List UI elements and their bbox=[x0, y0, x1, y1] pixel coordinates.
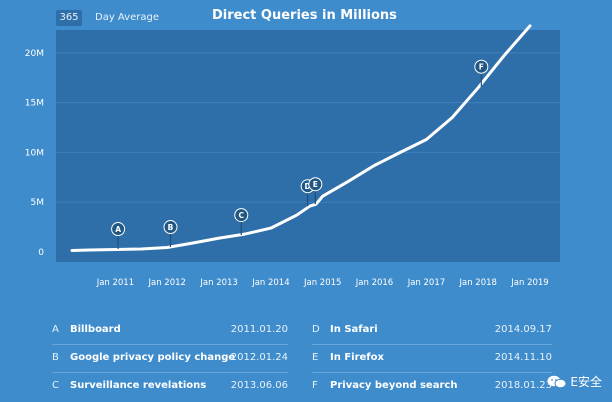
legend-row-b: B Google privacy policy change 2012.01.24 bbox=[52, 346, 288, 373]
range-button[interactable]: 365 bbox=[56, 10, 82, 26]
legend-date: 2013.06.06 bbox=[230, 380, 288, 391]
annotation-letter: D bbox=[305, 182, 311, 191]
x-tick-label: Jan 2018 bbox=[458, 278, 496, 288]
x-tick-label: Jan 2012 bbox=[147, 278, 185, 288]
annotation-marker-a[interactable] bbox=[111, 222, 126, 237]
legend-letter: E bbox=[312, 352, 319, 363]
chart-header: 365 Day Average Direct Queries in Millio… bbox=[0, 0, 612, 34]
legend-letter: D bbox=[312, 324, 320, 335]
annotation-marker-b[interactable] bbox=[163, 220, 178, 235]
legend-letter: A bbox=[52, 324, 59, 335]
watermark-text: E安全 bbox=[570, 375, 602, 389]
x-tick-label: Jan 2017 bbox=[407, 278, 445, 288]
legend-label: Privacy beyond search bbox=[330, 380, 458, 391]
annotation-letter: C bbox=[239, 211, 245, 220]
legend-row-f: F Privacy beyond search 2018.01.23 bbox=[312, 374, 552, 400]
annotation-letter: E bbox=[313, 180, 318, 189]
legend-label: In Safari bbox=[330, 324, 378, 335]
legend-date: 2012.01.24 bbox=[230, 352, 288, 363]
annotation-marker-f[interactable] bbox=[474, 59, 489, 74]
x-tick-label: Jan 2011 bbox=[96, 278, 134, 288]
annotation-letter: B bbox=[168, 223, 174, 232]
legend-letter: F bbox=[312, 380, 318, 391]
chart-title: Direct Queries in Millions bbox=[212, 8, 397, 23]
x-tick-label: Jan 2013 bbox=[199, 278, 237, 288]
annotation-letter: A bbox=[115, 225, 121, 234]
watermark: E安全 bbox=[547, 373, 602, 390]
y-tick-label: 15M bbox=[25, 99, 44, 109]
annotation-letter: F bbox=[479, 63, 484, 72]
legend-date: 2014.09.17 bbox=[494, 324, 552, 335]
legend-row-c: C Surveillance revelations 2013.06.06 bbox=[52, 374, 288, 400]
legend-row-e: E In Firefox 2014.11.10 bbox=[312, 346, 552, 373]
range-label: Day Average bbox=[95, 12, 159, 23]
legend-label: Google privacy policy change bbox=[70, 352, 236, 363]
event-legend: A Billboard 2011.01.20 B Google privacy poli… bbox=[0, 312, 612, 402]
legend-row-d: D In Safari 2014.09.17 bbox=[312, 318, 552, 345]
annotation-marker-c[interactable] bbox=[234, 208, 249, 223]
series-line bbox=[70, 24, 532, 252]
legend-letter: B bbox=[52, 352, 59, 363]
legend-date: 2014.11.10 bbox=[494, 352, 552, 363]
x-tick-label: Jan 2014 bbox=[251, 278, 289, 288]
wechat-icon bbox=[547, 375, 567, 389]
legend-date: 2011.01.20 bbox=[230, 324, 288, 335]
legend-label: Billboard bbox=[70, 324, 121, 335]
annotation-marker-e[interactable] bbox=[308, 177, 323, 192]
y-tick-label: 20M bbox=[25, 49, 44, 59]
x-tick-label: Jan 2019 bbox=[510, 278, 548, 288]
legend-label: In Firefox bbox=[330, 352, 384, 363]
legend-row-a: A Billboard 2011.01.20 bbox=[52, 318, 288, 345]
y-tick-label: 5M bbox=[31, 198, 45, 208]
x-tick-label: Jan 2015 bbox=[303, 278, 341, 288]
legend-letter: C bbox=[52, 380, 59, 391]
x-tick-label: Jan 2016 bbox=[355, 278, 393, 288]
legend-label: Surveillance revelations bbox=[70, 380, 207, 391]
line-chart: 0 5M 10M 15M 20M Jan 2011 Jan 2012 Jan 2013 Jan … bbox=[25, 24, 560, 288]
legend-date: 2018.01.23 bbox=[494, 380, 552, 391]
y-tick-label: 0 bbox=[38, 248, 44, 258]
y-tick-label: 10M bbox=[25, 148, 44, 158]
